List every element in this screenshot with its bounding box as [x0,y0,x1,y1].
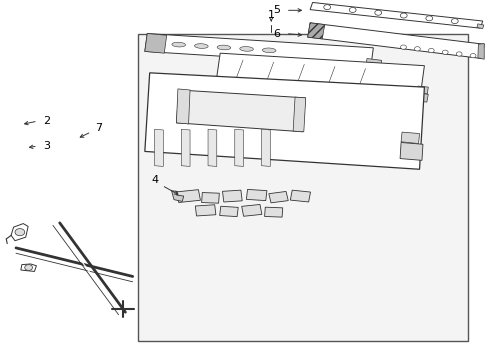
Circle shape [427,48,433,53]
Text: 3: 3 [43,141,50,151]
Text: 4: 4 [151,175,158,185]
Circle shape [455,52,461,56]
Polygon shape [234,129,243,166]
Polygon shape [195,205,215,216]
Ellipse shape [217,45,230,50]
Circle shape [400,13,407,18]
Polygon shape [264,207,282,217]
Circle shape [25,265,32,270]
Polygon shape [154,129,163,166]
Bar [137,33,467,341]
Circle shape [348,8,355,13]
Circle shape [442,50,447,54]
Polygon shape [241,204,262,216]
Polygon shape [215,53,424,102]
Polygon shape [176,89,190,124]
Polygon shape [11,224,28,241]
Polygon shape [246,189,266,201]
Polygon shape [144,33,166,53]
Polygon shape [222,190,242,202]
Circle shape [374,10,381,15]
Polygon shape [176,190,200,202]
Polygon shape [290,190,310,202]
Text: 2: 2 [43,116,50,126]
Circle shape [15,229,25,236]
Ellipse shape [262,48,275,53]
Ellipse shape [239,46,253,51]
Circle shape [469,54,475,58]
Polygon shape [261,129,270,166]
Polygon shape [477,44,483,59]
Ellipse shape [194,44,208,48]
Polygon shape [476,24,483,28]
Polygon shape [307,23,483,59]
Polygon shape [144,73,424,169]
Circle shape [425,16,432,21]
Polygon shape [201,193,219,203]
Polygon shape [416,86,427,94]
Circle shape [414,47,419,51]
Text: 7: 7 [95,123,102,133]
Polygon shape [307,23,324,39]
Polygon shape [268,192,287,203]
Text: 6: 6 [273,28,280,39]
Polygon shape [181,129,190,166]
Text: 5: 5 [273,5,280,15]
Polygon shape [399,143,422,160]
Polygon shape [144,33,372,66]
Polygon shape [21,264,36,271]
Polygon shape [171,191,183,202]
Polygon shape [207,129,216,166]
Polygon shape [219,206,238,217]
Ellipse shape [172,42,185,47]
Circle shape [450,19,457,24]
Polygon shape [414,93,427,102]
Polygon shape [366,59,381,67]
Circle shape [400,45,406,49]
Text: 1: 1 [267,10,274,20]
Polygon shape [309,3,482,28]
Circle shape [323,5,330,10]
Polygon shape [400,132,419,144]
Polygon shape [292,97,305,132]
Polygon shape [176,90,305,132]
